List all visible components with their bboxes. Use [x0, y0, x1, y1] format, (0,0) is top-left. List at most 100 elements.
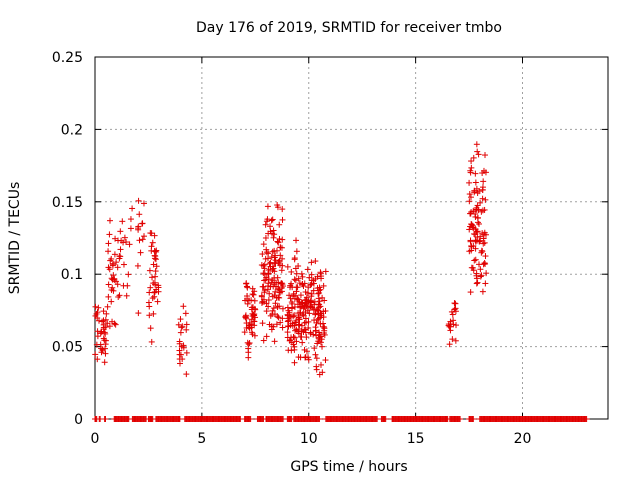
- axes: 0 0.05 0.1 0.15 0.2 0.25 0 5 10 15 20: [52, 50, 609, 447]
- data-point: [117, 228, 124, 235]
- data-point: [296, 280, 303, 287]
- data-point: [315, 295, 322, 302]
- data-point: [268, 323, 275, 330]
- data-point: [154, 298, 161, 305]
- data-point: [267, 283, 274, 290]
- data-point: [466, 191, 473, 198]
- data-point: [263, 246, 270, 253]
- data-point: [263, 249, 270, 256]
- data-point: [148, 230, 155, 237]
- data-point: [262, 234, 269, 241]
- data-point: [320, 282, 327, 289]
- data-point: [147, 284, 154, 291]
- data-point: [252, 314, 259, 321]
- data-point: [284, 334, 291, 341]
- data-point: [473, 272, 480, 279]
- data-point: [245, 341, 252, 348]
- data-point: [126, 241, 133, 248]
- data-point: [308, 259, 315, 266]
- data-point: [284, 304, 291, 311]
- data-point: [475, 151, 482, 158]
- data-point: [269, 248, 276, 255]
- data-point: [319, 343, 326, 350]
- x-tick-label: 5: [197, 431, 206, 447]
- data-point: [312, 258, 319, 265]
- data-point: [134, 262, 141, 269]
- data-point: [241, 329, 248, 336]
- zero-point: [316, 416, 323, 422]
- data-point: [111, 275, 118, 282]
- data-point: [274, 274, 281, 281]
- data-point: [317, 270, 324, 277]
- data-point: [248, 297, 255, 304]
- data-point: [471, 189, 478, 196]
- y-axis-label: SRMTID / TECUs: [7, 182, 23, 295]
- data-point: [446, 341, 453, 348]
- data-point: [300, 283, 307, 290]
- data-point: [137, 249, 144, 256]
- data-point: [312, 328, 319, 335]
- data-point: [315, 338, 322, 345]
- data-point: [243, 280, 250, 287]
- data-point: [295, 325, 302, 332]
- data-point: [477, 273, 484, 280]
- zero-point: [457, 416, 464, 422]
- data-point: [112, 321, 119, 328]
- data-point: [261, 271, 268, 278]
- data-point: [149, 239, 156, 246]
- data-point: [467, 169, 474, 176]
- data-point: [284, 263, 291, 270]
- data-point: [175, 321, 182, 328]
- data-point: [447, 320, 454, 327]
- data-point: [265, 250, 272, 257]
- data-point: [482, 280, 489, 287]
- data-points: [92, 141, 590, 422]
- data-point: [310, 287, 317, 294]
- data-point: [105, 281, 112, 288]
- data-point: [265, 303, 272, 310]
- data-point: [277, 244, 284, 251]
- data-point: [119, 218, 126, 225]
- data-point: [293, 248, 300, 255]
- data-point: [468, 164, 475, 171]
- data-point: [446, 323, 453, 330]
- data-point: [152, 273, 159, 280]
- data-point: [306, 310, 313, 317]
- data-point: [481, 259, 488, 266]
- data-point: [270, 305, 277, 312]
- data-point: [251, 332, 258, 339]
- data-point: [467, 237, 474, 244]
- data-point: [272, 260, 279, 267]
- data-point: [262, 255, 269, 262]
- data-point: [278, 267, 285, 274]
- data-point: [320, 320, 327, 327]
- data-point: [261, 277, 268, 284]
- data-point: [466, 198, 473, 205]
- data-point: [291, 359, 298, 366]
- data-point: [242, 312, 249, 319]
- data-point: [94, 314, 101, 321]
- data-point: [472, 179, 479, 186]
- data-point: [129, 205, 136, 212]
- data-point: [472, 256, 479, 263]
- data-point: [260, 241, 267, 248]
- data-point: [476, 220, 483, 227]
- data-point: [480, 240, 487, 247]
- data-point: [141, 233, 148, 240]
- data-point: [264, 203, 271, 210]
- data-point: [468, 242, 475, 249]
- data-point: [470, 154, 477, 161]
- data-point: [121, 234, 128, 241]
- data-point: [472, 170, 479, 177]
- data-point: [265, 270, 272, 277]
- data-point: [251, 318, 258, 325]
- data-point: [140, 200, 147, 207]
- data-point: [293, 326, 300, 333]
- data-point: [297, 333, 304, 340]
- data-point: [139, 220, 146, 227]
- data-point: [480, 235, 487, 242]
- data-point: [271, 268, 278, 275]
- data-point: [474, 190, 481, 197]
- data-point: [305, 356, 312, 363]
- data-point: [98, 349, 105, 356]
